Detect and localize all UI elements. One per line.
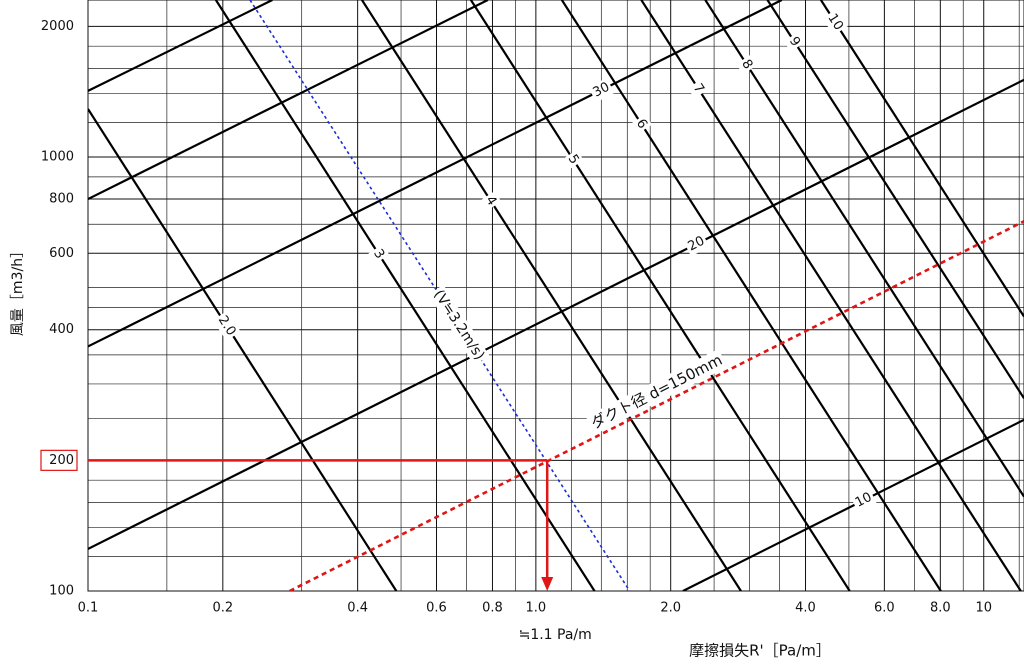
label-bg [683, 231, 710, 257]
velocity-line [469, 0, 851, 591]
line-label: 20 [686, 234, 708, 255]
diameter-line [88, 0, 489, 201]
y-tick-label: 1000 [41, 149, 74, 164]
highlight-box [40, 449, 78, 471]
x-tick-label: 8.0 [930, 601, 951, 616]
y-tick-label: 200 [49, 453, 74, 468]
line-label-group: 3 [368, 244, 390, 264]
label-bg [687, 78, 709, 99]
diameter-line [88, 0, 273, 92]
velocity-line [704, 0, 1024, 498]
line-label-group: 8 [736, 54, 758, 75]
label-bg [585, 349, 728, 435]
x-tick-label: 4.0 [795, 601, 816, 616]
reading-result: ≒1.1 Pa/m [519, 627, 592, 643]
velocity-line [820, 0, 1024, 318]
reading-arrowhead [541, 577, 554, 591]
line-label-group: 20 [683, 231, 710, 257]
velocity-line [214, 0, 596, 591]
label-bg [480, 191, 502, 211]
duct-line [289, 220, 1024, 591]
velocity-line [88, 108, 398, 591]
plot-frame [87, 0, 1024, 592]
y-axis-label: 風量［m3/h］ [10, 244, 26, 336]
y-tick-label: 400 [49, 322, 74, 337]
line-label-group: 2.0 [212, 310, 241, 341]
x-tick-label: 2.0 [660, 601, 681, 616]
x-tick-label: 10 [975, 601, 992, 616]
x-tick-label: 0.1 [78, 601, 99, 616]
line-label-group: 10 [822, 8, 848, 36]
plot-lines [88, 0, 1024, 591]
y-tick-label: 800 [49, 192, 74, 207]
line-label: 30 [591, 80, 613, 101]
diameter-line [88, 78, 1024, 550]
line-label-group: 10 [850, 488, 877, 513]
line-label-group: 5 [562, 149, 584, 170]
line-label-group: 6 [630, 114, 652, 134]
label-bg [368, 244, 390, 264]
line-label-group: 9 [783, 32, 805, 52]
label-bg [588, 77, 615, 103]
label-bg [850, 488, 877, 513]
x-tick-label: 1.0 [526, 601, 547, 616]
line-label-group: 30 [588, 77, 615, 103]
diameter-line [88, 0, 783, 348]
x-tick-label: 0.4 [347, 601, 368, 616]
line-label-group: 7 [687, 78, 709, 99]
line-label-group: 4 [480, 191, 502, 211]
label-bg [630, 114, 652, 134]
x-tick-label: 0.2 [212, 601, 233, 616]
velocity-line [766, 0, 1024, 399]
diameter-line [682, 418, 1024, 591]
line-label: 10 [853, 490, 875, 511]
label-bg [212, 310, 241, 341]
label-bg [822, 8, 848, 36]
y-tick-label: 600 [49, 246, 74, 261]
x-tick-label: 0.8 [482, 601, 503, 616]
y-tick-label: 100 [49, 584, 74, 599]
y-tick-label: 2000 [41, 19, 74, 34]
x-axis-label: 摩擦損失R'［Pa/m］ [689, 642, 831, 660]
x-tick-label: 0.6 [426, 601, 447, 616]
velocity-line [640, 0, 1022, 591]
label-bg [736, 54, 758, 75]
x-tick-label: 6.0 [874, 601, 895, 616]
label-bg [428, 284, 490, 366]
label-bg [783, 32, 805, 52]
label-bg [562, 149, 584, 170]
velocity-line [361, 0, 742, 591]
